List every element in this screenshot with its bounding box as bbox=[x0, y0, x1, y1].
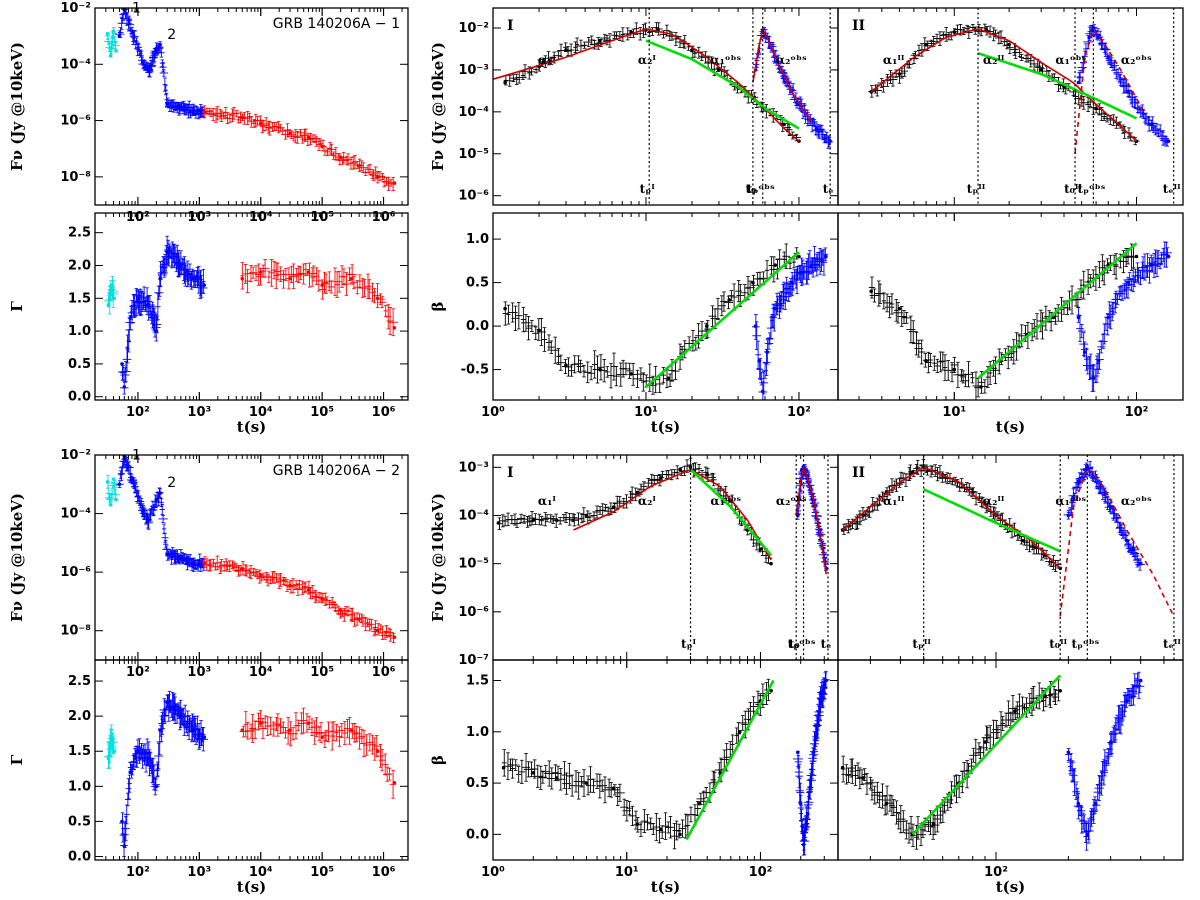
data-point bbox=[773, 263, 778, 267]
panel-title: II bbox=[852, 18, 865, 34]
axes-frame bbox=[837, 7, 1184, 206]
plot-area bbox=[502, 243, 829, 400]
y-axis-label: Γ bbox=[8, 301, 26, 312]
y-axis-label: Fν (Jy @10keV) bbox=[429, 42, 447, 171]
x-tick-label: 10⁶ bbox=[372, 405, 396, 420]
plot-area bbox=[104, 455, 397, 644]
vline-label: t₀ bbox=[745, 182, 756, 196]
vline-label: tₑᴵᴵ bbox=[1163, 182, 1181, 196]
y-tick-label: -0.5 bbox=[461, 363, 489, 378]
x-tick-label: 10² bbox=[126, 405, 150, 420]
plot-area bbox=[493, 22, 834, 149]
y-tick-label: 0.5 bbox=[68, 357, 91, 372]
y-axis-label: β bbox=[429, 301, 447, 311]
alpha-label: α₂ᴵ bbox=[638, 53, 656, 67]
x-tick-label: 10⁵ bbox=[310, 405, 334, 420]
model-curve bbox=[493, 28, 800, 142]
plot-area bbox=[868, 241, 1172, 400]
data-point bbox=[979, 385, 983, 389]
axes-frame bbox=[492, 212, 839, 401]
y-tick-label: 0.0 bbox=[68, 390, 91, 405]
y-tick-label: 1.5 bbox=[68, 291, 91, 306]
x-tick-label: 10⁰ bbox=[481, 405, 505, 420]
y-axis-label: Fν (Jy @10keV) bbox=[8, 42, 26, 171]
axes-frame bbox=[492, 7, 839, 206]
panel-title: GRB 140206A − 1 bbox=[273, 16, 400, 32]
x-tick-label: 10³ bbox=[187, 405, 211, 420]
y-tick-label: 2.5 bbox=[68, 226, 91, 241]
y-tick-label: 1.0 bbox=[466, 232, 489, 247]
fit-line bbox=[977, 51, 1138, 120]
alpha-label: α₂ᵒᵇˢ bbox=[1121, 53, 1152, 67]
data-point bbox=[108, 502, 113, 507]
vline-label: tₚᴵ bbox=[640, 182, 656, 196]
x-tick-label: 10⁴ bbox=[249, 405, 273, 420]
y-tick-label: 0.0 bbox=[466, 319, 489, 334]
model-curve bbox=[1074, 28, 1145, 154]
y-tick-label: 10⁻⁴ bbox=[60, 57, 91, 72]
axes-frame bbox=[837, 212, 1184, 401]
panel-top-mid-beta: 10⁰ 10¹ 10² -0.5 0.0 0.5 1.0 β t(s) bbox=[429, 212, 839, 436]
alpha-label: α₁ᴵ bbox=[538, 53, 556, 67]
data-point bbox=[797, 254, 801, 259]
panel-top-left-gamma: 10² 10³ 10⁴ 10⁵ 10⁶ 0.0 0.5 1.0 1.5 2.0 2.5 Γt(s) bbox=[8, 212, 409, 436]
peak-label: 1 bbox=[132, 0, 141, 16]
peak-label: 2 bbox=[167, 27, 176, 43]
plot-area bbox=[103, 235, 399, 395]
vline-label: tₚᵒᵇˢ bbox=[1077, 182, 1105, 196]
fit-line bbox=[645, 39, 800, 130]
x-tick-label: 10¹ bbox=[942, 405, 966, 420]
y-tick-label: 10⁻² bbox=[458, 21, 489, 36]
y-tick-label: 10⁻⁴ bbox=[458, 105, 489, 120]
x-axis-label: t(s) bbox=[237, 418, 267, 436]
y-tick-label: 10⁻² bbox=[60, 1, 91, 16]
y-tick-label: 1.0 bbox=[68, 324, 91, 339]
plot-area bbox=[868, 23, 1171, 154]
x-tick-label: 10¹ bbox=[634, 405, 658, 420]
alpha-label: α₁ᴵᴵ bbox=[883, 53, 905, 67]
data-point bbox=[120, 362, 124, 366]
y-tick-label: 10⁻³ bbox=[458, 63, 489, 78]
plot-area bbox=[103, 8, 397, 192]
y-tick-label: 2.0 bbox=[68, 258, 91, 273]
alpha-label: α₁ᵒᵇˢ bbox=[1055, 53, 1086, 67]
alpha-label: α₁ᵒᵇˢ bbox=[710, 53, 741, 67]
x-axis-label: t(s) bbox=[996, 418, 1026, 436]
data-point bbox=[503, 80, 507, 85]
data-point bbox=[349, 276, 354, 281]
x-axis-label: t(s) bbox=[651, 418, 681, 436]
y-tick-label: 10⁻⁸ bbox=[60, 170, 91, 185]
y-tick-label: 10⁻⁶ bbox=[60, 114, 91, 129]
y-tick-label: 0.5 bbox=[466, 276, 489, 291]
panel-title: I bbox=[507, 18, 514, 34]
data-point bbox=[111, 477, 116, 481]
vline-label: t₀ᴵᴵ bbox=[1064, 182, 1082, 196]
model-curve bbox=[870, 28, 1138, 142]
fit-line bbox=[645, 251, 800, 388]
alpha-label: α₂ᴵᴵ bbox=[983, 53, 1005, 67]
vline-label: tₑ bbox=[823, 182, 834, 196]
y-tick-label: 10⁻⁶ bbox=[458, 189, 489, 204]
x-tick-label: 10² bbox=[787, 405, 811, 420]
data-point bbox=[114, 49, 118, 53]
data-point bbox=[869, 289, 874, 294]
alpha-label: α₂ᵒᵇˢ bbox=[776, 53, 807, 67]
vline-label: tₚᴵᴵ bbox=[967, 182, 986, 196]
vline-label: tₚᵒᵇˢ bbox=[747, 182, 775, 196]
data-point bbox=[897, 306, 902, 311]
panel-top-right-beta: 10¹ 10² t(s) bbox=[837, 212, 1184, 436]
axes-frame bbox=[94, 7, 409, 206]
y-tick-label: 10⁻⁵ bbox=[458, 147, 489, 162]
fit-line bbox=[977, 242, 1138, 380]
x-tick-label: 10² bbox=[1125, 405, 1149, 420]
